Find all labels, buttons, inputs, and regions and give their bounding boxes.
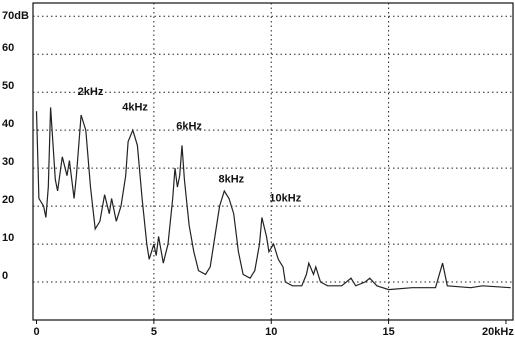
x-tick-label: 20kHz [482, 326, 514, 338]
x-tick-label: 0 [33, 326, 39, 338]
y-tick-label: 0 [2, 270, 8, 282]
y-tick-label: 20 [2, 194, 14, 206]
y-tick-label: 70dB [2, 10, 29, 22]
y-tick-label: 10 [2, 232, 14, 244]
y-tick-label: 60 [2, 42, 14, 54]
x-tick-label: 10 [265, 326, 277, 338]
spectrum-line [35, 107, 511, 291]
annotation: 2kHz [78, 86, 104, 98]
annotation: 6kHz [176, 120, 202, 132]
y-tick-label: 30 [2, 156, 14, 168]
annotation: 8kHz [218, 173, 244, 185]
x-tick-label: 5 [151, 326, 157, 338]
y-tick-label: 40 [2, 118, 14, 130]
y-tick-label: 50 [2, 80, 14, 92]
annotation: 10kHz [269, 192, 301, 204]
x-tick-label: 15 [382, 326, 394, 338]
annotation: 4kHz [122, 101, 148, 113]
plot-area [32, 2, 514, 321]
